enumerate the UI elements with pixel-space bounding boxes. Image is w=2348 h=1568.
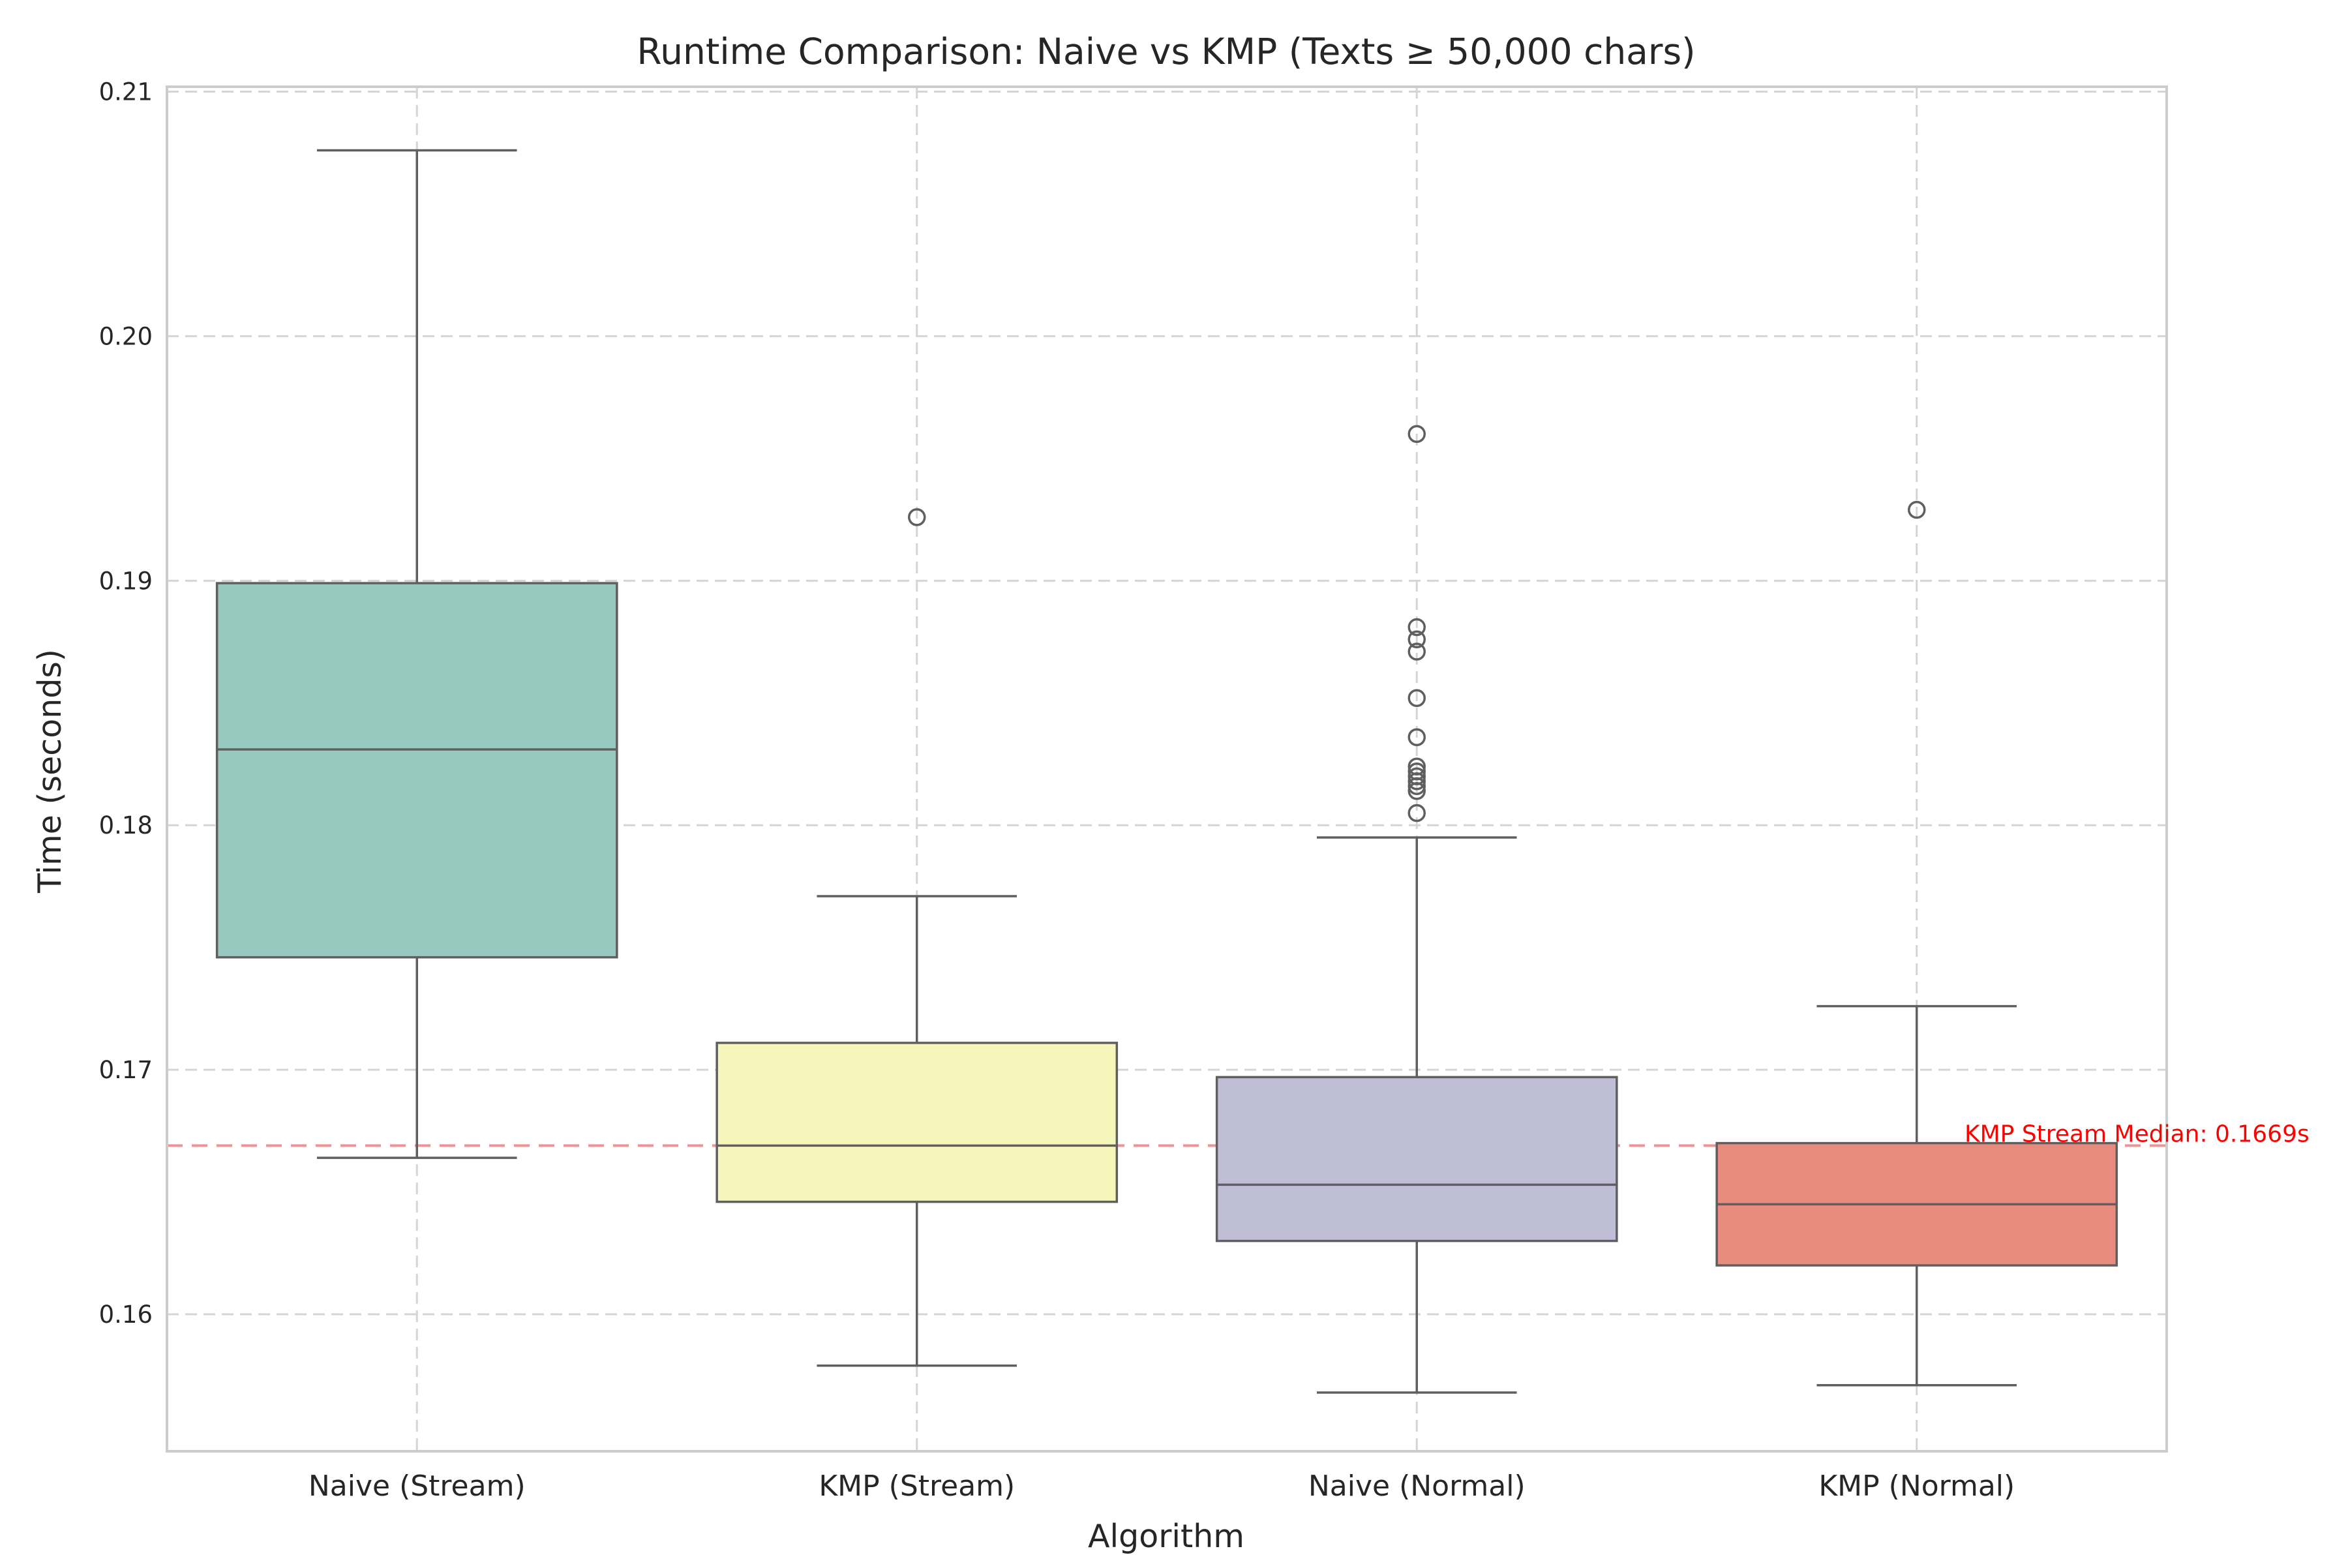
box-iqr <box>1215 1076 1618 1243</box>
x-tick-label: KMP (Stream) <box>819 1470 1015 1503</box>
box-iqr <box>715 1042 1119 1203</box>
plot-frame <box>166 85 2168 1453</box>
outlier-point <box>1908 500 1926 519</box>
boxes <box>215 149 2118 1394</box>
y-tick-label: 0.18 <box>99 811 153 839</box>
y-tick-label: 0.16 <box>99 1301 153 1329</box>
outlier-point <box>1407 804 1426 822</box>
outlier-point <box>1407 689 1426 708</box>
box-group <box>1715 500 2118 1387</box>
box-group <box>1215 425 1618 1394</box>
chart-title: Runtime Comparison: Naive vs KMP (Texts … <box>637 31 1695 72</box>
outlier-point <box>1407 425 1426 444</box>
x-tick-label: Naive (Stream) <box>309 1470 526 1503</box>
box-group <box>715 508 1119 1367</box>
x-tick-label: Naive (Normal) <box>1308 1470 1526 1503</box>
box-iqr <box>215 582 618 959</box>
outlier-point <box>1407 772 1426 791</box>
outlier-point <box>1407 777 1426 795</box>
y-axis-label: Time (seconds) <box>31 649 68 894</box>
outlier-point <box>1407 781 1426 800</box>
outlier-point <box>1407 618 1426 637</box>
outlier-point <box>1407 728 1426 747</box>
y-tick-label: 0.19 <box>99 567 153 595</box>
box-group <box>215 149 618 1159</box>
y-tick-label: 0.21 <box>99 78 153 106</box>
y-tick-label: 0.20 <box>99 322 153 350</box>
outlier-point <box>1407 630 1426 649</box>
y-tick-label: 0.17 <box>99 1056 153 1084</box>
reference-line-label: KMP Stream Median: 0.1669s <box>1964 1121 2310 1147</box>
outlier-point <box>1407 642 1426 661</box>
outlier-point <box>908 508 926 526</box>
tick-labels: 0.16 0.17 0.18 0.19 0.20 0.21 Naive (Stream) KM… <box>99 78 2015 1503</box>
x-tick-label: KMP (Normal) <box>1818 1470 2015 1503</box>
x-axis-label: Algorithm <box>1088 1518 1244 1555</box>
